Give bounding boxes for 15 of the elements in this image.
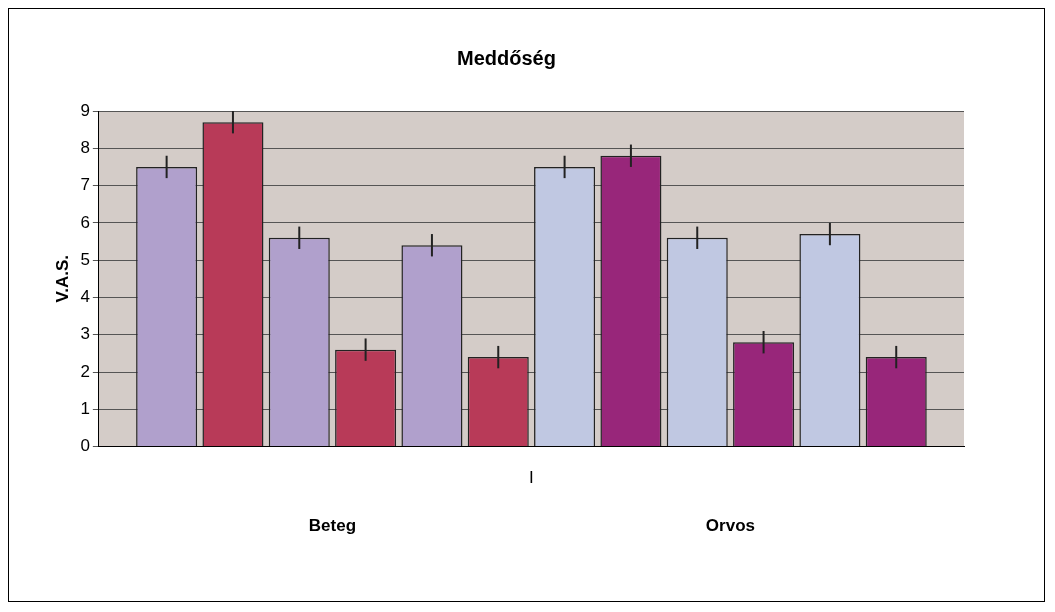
y-tick-label: 4 <box>80 287 90 307</box>
y-axis-title: V.A.S. <box>52 255 72 303</box>
x-tick-label: I <box>529 468 534 488</box>
y-tick-label: 8 <box>80 137 90 157</box>
y-tick-label: 3 <box>80 324 90 344</box>
chart-title: Meddőség <box>457 46 556 69</box>
y-tick-label: 1 <box>80 399 90 418</box>
y-tick-label: 7 <box>80 175 90 195</box>
text: Orvos <box>705 516 755 536</box>
y-tick-label: 2 <box>80 361 90 381</box>
y-tick-label: 6 <box>80 212 90 232</box>
y-tick-label: 0 <box>80 436 90 456</box>
y-tick-label: 5 <box>80 249 90 269</box>
y-tick-label: 9 <box>80 100 90 120</box>
text: Beteg <box>308 516 357 536</box>
